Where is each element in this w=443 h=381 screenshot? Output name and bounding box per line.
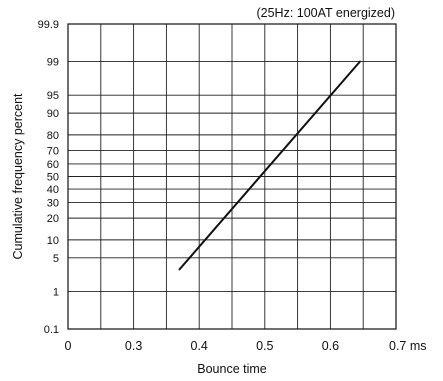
y-tick-label: 90 bbox=[47, 108, 59, 120]
x-tick-label: 0.5 bbox=[256, 339, 273, 353]
y-tick-label: 80 bbox=[47, 130, 59, 142]
y-tick-label: 10 bbox=[47, 235, 59, 247]
y-tick-label: 1 bbox=[53, 286, 59, 298]
y-tick-label: 99.9 bbox=[38, 19, 59, 31]
x-tick-labels: 0 0.3 0.4 0.5 0.6 0.7 ms bbox=[65, 339, 427, 353]
data-series bbox=[178, 60, 361, 271]
chart-annotation: (25Hz: 100AT energized) bbox=[256, 6, 395, 20]
grid bbox=[67, 23, 397, 330]
series-line bbox=[178, 60, 361, 271]
x-tick-label: 0.6 bbox=[322, 339, 339, 353]
y-tick-label: 5 bbox=[53, 253, 59, 265]
y-tick-label: 40 bbox=[47, 184, 59, 196]
x-tick-label: 0.3 bbox=[125, 339, 142, 353]
y-tick-label: 30 bbox=[47, 197, 59, 209]
x-axis-label: Bounce time bbox=[197, 362, 267, 376]
plot-frame bbox=[67, 23, 397, 330]
y-tick-label: 70 bbox=[47, 146, 59, 158]
y-tick-label: 60 bbox=[47, 159, 59, 171]
y-axis-label: Cumulative frequency percent bbox=[11, 93, 25, 260]
x-tick-label: 0.4 bbox=[191, 339, 208, 353]
y-tick-label: 50 bbox=[47, 172, 59, 184]
x-tick-label: 0 bbox=[65, 339, 72, 353]
y-tick-label: 95 bbox=[47, 90, 59, 102]
y-tick-label: 0.1 bbox=[44, 324, 59, 336]
x-tick-label: 0.7 ms bbox=[389, 339, 427, 353]
y-tick-label: 20 bbox=[47, 213, 59, 225]
y-tick-label: 99 bbox=[47, 57, 59, 69]
